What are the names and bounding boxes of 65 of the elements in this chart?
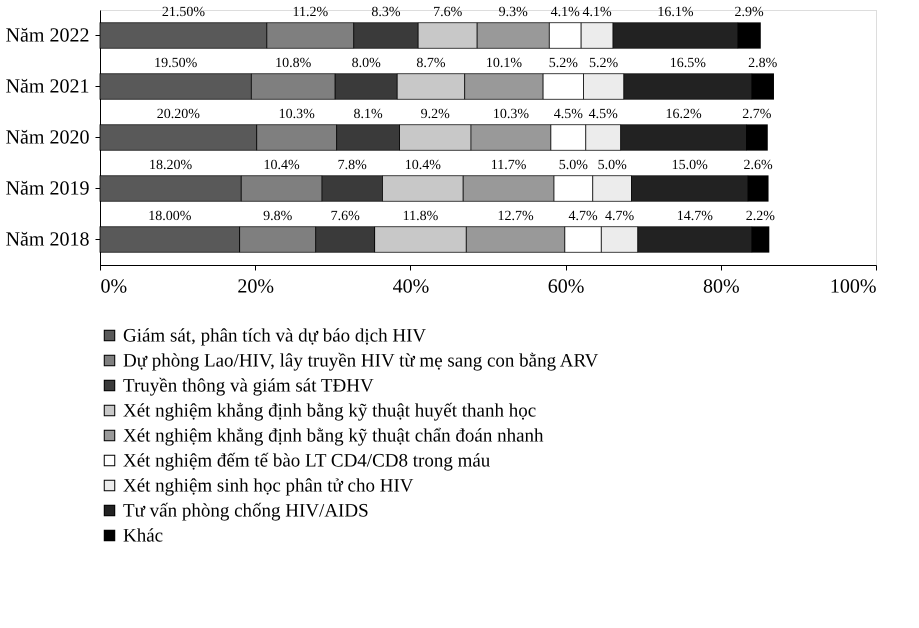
data-label: 21.50% — [162, 5, 206, 20]
data-label: 14.7% — [676, 209, 714, 224]
data-label: 2.2% — [746, 209, 776, 224]
data-label: 8.3% — [371, 5, 401, 20]
data-label: 5.2% — [548, 56, 578, 71]
legend-label: Xét nghiệm khẳng định bằng kỹ thuật huyết thanh học — [123, 400, 536, 422]
data-label: 5.0% — [558, 158, 588, 173]
data-label: 9.3% — [498, 5, 528, 20]
y-tick-label: Năm 2022 — [6, 24, 90, 46]
data-label: 12.7% — [497, 209, 534, 224]
x-tick-label: 0% — [100, 276, 128, 298]
legend-label: Khác — [123, 526, 164, 546]
legend-label: Tư vấn phòng chống HIV/AIDS — [123, 500, 369, 522]
legend-label: Xét nghiệm đếm tế bào LT CD4/CD8 trong máu — [123, 450, 491, 472]
data-label: 7.6% — [330, 209, 360, 224]
data-label: 11.2% — [292, 5, 328, 20]
data-label: 2.6% — [743, 158, 773, 173]
data-label: 16.5% — [670, 56, 706, 71]
data-label: 9.2% — [420, 107, 450, 122]
legend-label: Giám sát, phân tích và dự báo dịch HIV — [123, 326, 426, 346]
data-label: 10.4% — [264, 158, 300, 173]
data-label: 18.20% — [149, 158, 193, 173]
x-tick-label: 20% — [237, 276, 274, 298]
data-label: 19.50% — [154, 56, 198, 71]
data-label: 9.8% — [263, 209, 293, 224]
x-tick-label: 100% — [830, 276, 876, 298]
y-tick-label: Năm 2018 — [6, 228, 90, 250]
data-label: 10.3% — [492, 107, 530, 122]
data-label: 2.8% — [748, 56, 778, 71]
y-tick-label: Năm 2021 — [6, 76, 90, 98]
data-label: 4.7% — [568, 209, 598, 224]
data-label: 18.00% — [148, 209, 192, 224]
data-label: 5.2% — [589, 56, 619, 71]
data-label: 4.1% — [582, 5, 612, 20]
legend-label: Dự phòng Lao/HIV, lây truyền HIV từ mẹ sang con bằng ARV — [123, 350, 599, 372]
data-label: 5.0% — [598, 158, 628, 173]
data-label: 11.8% — [402, 209, 439, 224]
data-label: 16.2% — [665, 107, 702, 122]
legend-label: Xét nghiệm khẳng định bằng kỹ thuật chẩn đoán nhanh — [123, 426, 544, 446]
data-label: 4.1% — [550, 5, 580, 20]
data-label: 4.5% — [588, 107, 618, 122]
data-label: 4.7% — [604, 209, 634, 224]
x-tick-label: 80% — [702, 276, 740, 298]
data-label: 8.7% — [416, 56, 446, 71]
y-tick-label: Năm 2019 — [6, 178, 90, 200]
data-label: 20.20% — [156, 107, 200, 122]
x-tick-label: 60% — [548, 276, 584, 298]
data-label: 16.1% — [657, 5, 694, 20]
data-label: 8.1% — [354, 107, 384, 122]
data-label: 10.1% — [486, 56, 522, 71]
legend-label: Truyền thông và giám sát TĐHV — [123, 376, 374, 396]
legend-label: Xét nghiệm sinh học phân tử cho HIV — [123, 476, 414, 496]
x-tick-label: 40% — [392, 276, 430, 298]
data-label: 10.8% — [275, 56, 312, 71]
data-label: 7.6% — [433, 5, 463, 20]
data-label: 10.3% — [278, 107, 316, 122]
data-label: 4.5% — [554, 107, 584, 122]
y-tick-label: Năm 2020 — [6, 126, 90, 148]
data-label: 11.7% — [490, 158, 527, 173]
data-label: 2.7% — [742, 107, 772, 122]
data-label: 2.9% — [734, 5, 764, 20]
data-label: 7.8% — [338, 158, 368, 173]
data-label: 15.0% — [672, 158, 708, 173]
data-label: 10.4% — [404, 158, 442, 173]
data-label: 8.0% — [352, 56, 382, 71]
